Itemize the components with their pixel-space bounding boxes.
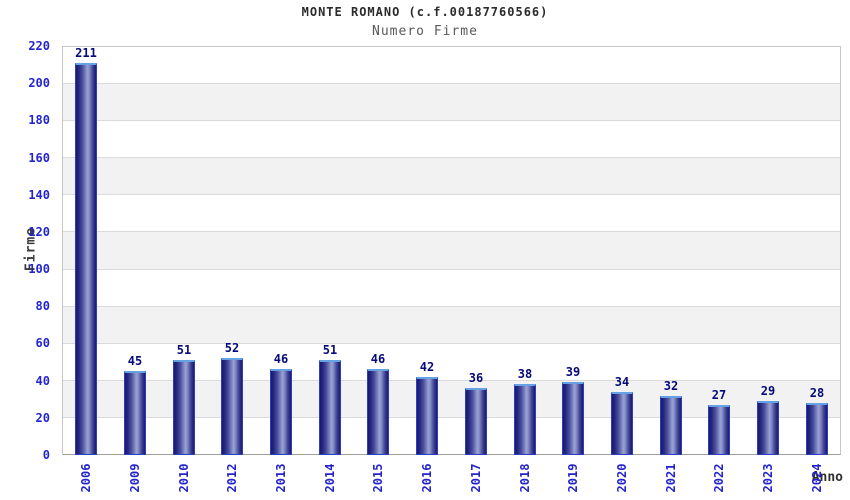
- grid-band: [63, 194, 840, 232]
- x-axis-tick-label: 2015: [371, 463, 385, 493]
- bar-value-label: 36: [468, 371, 484, 385]
- bar: [660, 396, 682, 455]
- bar: [367, 369, 389, 455]
- y-axis-tick-label: 80: [35, 299, 50, 314]
- x-axis-tick-label: 2023: [761, 463, 775, 493]
- x-axis-tick-label: 2016: [420, 463, 434, 493]
- x-axis-tick-label: 2022: [712, 463, 726, 493]
- bar: [806, 403, 828, 455]
- y-axis-tick-label: 180: [28, 113, 50, 128]
- x-axis-tick-label: 2024: [810, 463, 824, 493]
- y-axis-tick-label: 220: [28, 39, 50, 53]
- bar-value-label: 29: [760, 384, 776, 398]
- grid-band: [63, 268, 840, 306]
- bar-value-label: 39: [565, 365, 581, 379]
- bar-value-label: 45: [127, 354, 143, 368]
- x-axis-tick-label: 2009: [128, 463, 142, 493]
- y-axis-tick-label: 200: [28, 76, 50, 91]
- x-axis-tick-label: 2017: [469, 463, 483, 493]
- bar: [416, 377, 438, 455]
- bar: [75, 63, 97, 455]
- x-axis-title: Anno: [811, 470, 843, 485]
- bar: [708, 405, 730, 455]
- x-axis-tick-label: 2013: [274, 463, 288, 493]
- y-axis-tick-label: 140: [28, 187, 50, 202]
- bar-value-label: 52: [224, 341, 240, 355]
- bar-value-label: 28: [809, 386, 825, 400]
- bar: [562, 382, 584, 455]
- bar-value-label: 51: [322, 343, 338, 357]
- bar-value-label: 27: [711, 388, 727, 402]
- bar: [221, 358, 243, 455]
- y-axis-tick-label: 0: [42, 448, 50, 462]
- grid-band: [63, 120, 840, 158]
- bar: [757, 401, 779, 455]
- y-axis-tick-label: 20: [35, 410, 50, 425]
- bar: [465, 388, 487, 455]
- plot-area: [62, 46, 841, 455]
- y-axis-tick-label: 60: [35, 336, 50, 351]
- x-axis-tick-label: 2006: [79, 463, 93, 493]
- bar: [124, 371, 146, 455]
- bar-value-label: 46: [370, 352, 386, 366]
- bar-value-label: 38: [517, 367, 533, 381]
- x-axis-tick-label: 2010: [177, 463, 191, 493]
- x-axis-tick-label: 2014: [323, 463, 337, 493]
- bar: [270, 369, 292, 455]
- bar: [319, 360, 341, 455]
- bar-value-label: 42: [419, 360, 435, 374]
- grid-band: [63, 305, 840, 343]
- y-axis-tick-label: 120: [28, 224, 50, 239]
- y-axis-tick-label: 40: [35, 373, 50, 388]
- x-axis-tick-label: 2018: [518, 463, 532, 493]
- grid-band: [63, 231, 840, 269]
- chart-subtitle: Numero Firme: [372, 24, 478, 39]
- chart-title: MONTE ROMANO (c.f.00187760566): [301, 5, 549, 19]
- x-axis-tick-label: 2012: [225, 463, 239, 493]
- bar-value-label: 32: [663, 379, 679, 393]
- grid-band: [63, 83, 840, 121]
- bar-value-label: 51: [176, 343, 192, 357]
- grid-band: [63, 47, 840, 84]
- x-axis-tick-label: 2021: [664, 463, 678, 493]
- y-axis-tick-label: 100: [28, 262, 50, 277]
- x-axis-tick-label: 2019: [566, 463, 580, 493]
- bar: [173, 360, 195, 455]
- bar: [611, 392, 633, 455]
- bar-value-label: 46: [273, 352, 289, 366]
- bar: [514, 384, 536, 455]
- bar-value-label: 34: [614, 375, 630, 389]
- bar-value-label: 211: [75, 46, 97, 60]
- x-axis-tick-label: 2020: [615, 463, 629, 493]
- y-axis-tick-label: 160: [28, 150, 50, 165]
- grid-band: [63, 157, 840, 195]
